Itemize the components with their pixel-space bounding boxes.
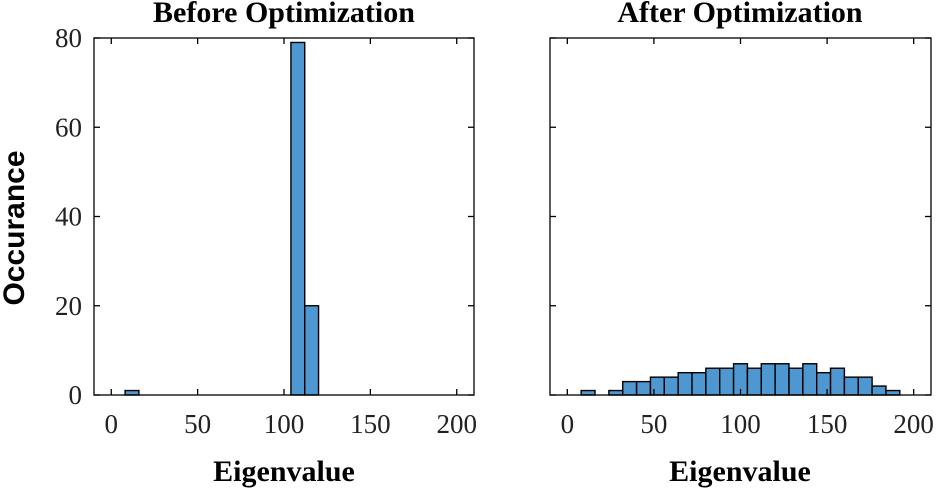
histogram-bar xyxy=(719,367,735,396)
histogram-bar xyxy=(691,371,707,396)
histogram-bar xyxy=(774,363,790,396)
histogram-bar xyxy=(802,363,818,396)
y-axis-label: Occurance xyxy=(0,150,31,305)
histogram-bar xyxy=(857,376,873,396)
histogram-bar xyxy=(843,376,859,396)
chart-title: After Optimization xyxy=(617,0,863,29)
panel-before-optimization: Before Optimization Occurance Eigenvalue… xyxy=(0,0,477,488)
y-tick-label: 80 xyxy=(55,23,82,53)
histogram-bars xyxy=(124,41,320,396)
axis-ticks: 0 50 100 150 200 0 20 40 60 80 xyxy=(55,23,477,439)
histogram-bar xyxy=(124,389,140,396)
axis-ticks: 0 50 100 150 200 xyxy=(550,37,934,439)
y-tick-label: 0 xyxy=(69,380,83,410)
x-tick-label: 100 xyxy=(720,409,761,439)
x-tick-label: 150 xyxy=(807,409,848,439)
x-tick-label: 0 xyxy=(105,409,119,439)
histogram-bar xyxy=(622,380,638,396)
x-tick-label: 200 xyxy=(436,409,477,439)
histogram-bar xyxy=(816,371,832,396)
histogram-bar xyxy=(871,385,887,396)
x-tick-label: 200 xyxy=(893,409,934,439)
histogram-bar xyxy=(677,371,693,396)
histogram-bar xyxy=(705,367,721,396)
x-tick-label: 150 xyxy=(350,409,391,439)
x-axis-label: Eigenvalue xyxy=(213,455,355,488)
histogram-bar xyxy=(829,367,846,396)
histogram-bar xyxy=(580,389,596,396)
plot-area xyxy=(93,37,475,396)
histogram-bar xyxy=(635,380,652,396)
x-tick-label: 100 xyxy=(264,409,305,439)
x-tick-label: 50 xyxy=(640,409,667,439)
histogram-bar xyxy=(788,367,804,396)
histogram-bar xyxy=(760,363,776,396)
histogram-bar xyxy=(304,305,320,396)
x-tick-label: 0 xyxy=(561,409,575,439)
histogram-bar xyxy=(746,367,762,396)
histogram-bar xyxy=(290,41,306,396)
histogram-bar xyxy=(885,389,901,396)
histogram-bar xyxy=(649,376,666,396)
y-tick-label: 60 xyxy=(55,112,82,142)
histogram-bar xyxy=(608,389,624,396)
chart-title: Before Optimization xyxy=(153,0,415,29)
y-tick-label: 40 xyxy=(55,202,82,232)
plot-area xyxy=(549,37,932,396)
histogram-bar xyxy=(663,376,679,396)
x-tick-label: 50 xyxy=(184,409,211,439)
x-axis-label: Eigenvalue xyxy=(669,455,811,488)
panel-after-optimization: After Optimization Eigenvalue 0 50 100 150 2… xyxy=(549,0,934,488)
y-tick-label: 20 xyxy=(55,291,82,321)
